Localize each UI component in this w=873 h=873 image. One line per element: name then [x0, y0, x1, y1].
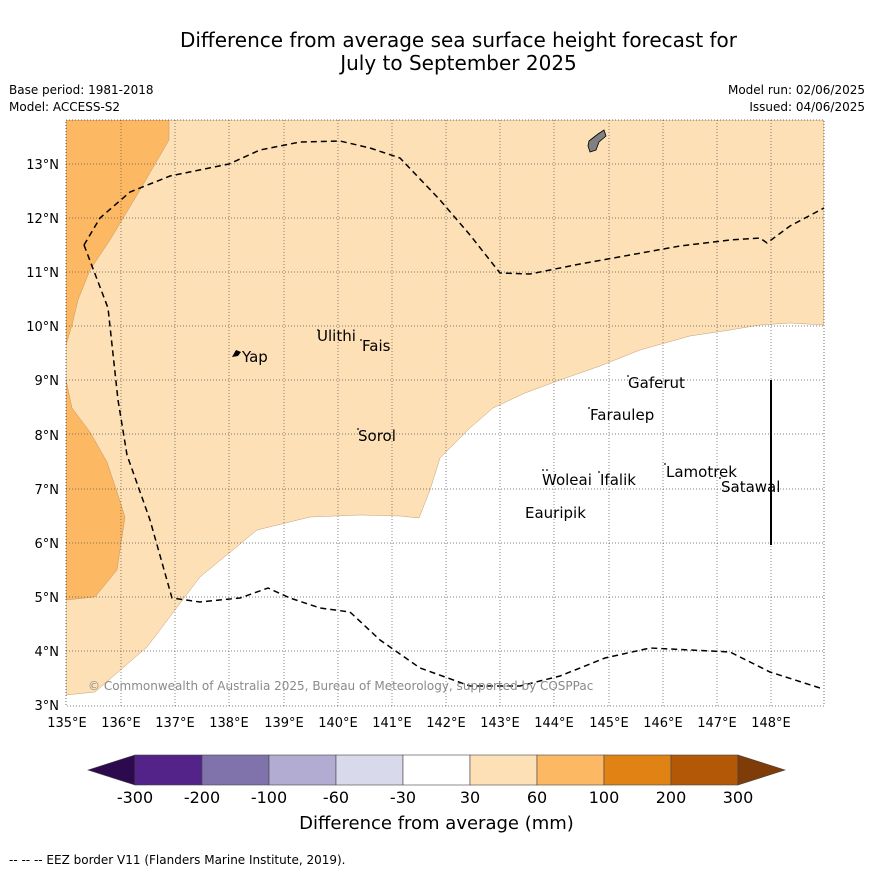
anomaly-region-60-100-north [66, 120, 170, 346]
place-label-faraulep: Faraulep [590, 406, 654, 424]
fais-dot [360, 339, 362, 341]
woleai-dot [542, 469, 544, 471]
colorbar [87, 754, 786, 786]
colorbar-tick-m30: -30 [390, 788, 416, 807]
issued-date: Issued: 04/06/2025 [749, 100, 865, 114]
guam-island-icon [587, 129, 607, 153]
lon-label-140e: 140°E [318, 716, 358, 731]
colorbar-tick-300: 300 [723, 788, 754, 807]
base-period: Base period: 1981-2018 [9, 83, 154, 97]
colorbar-cell-1 [134, 754, 203, 786]
lon-label-141e: 141°E [372, 716, 412, 731]
colorbar-cell-7 [536, 754, 605, 786]
colorbar-cell-4 [335, 754, 404, 786]
lat-label-6n: 6°N [35, 537, 60, 552]
colorbar-cell-5 [402, 754, 471, 786]
lat-label-8n: 8°N [35, 429, 60, 444]
model-run: Model run: 02/06/2025 [727, 83, 865, 97]
satawal-dot [719, 477, 721, 479]
place-label-woleai: Woleai [542, 471, 592, 489]
lon-label-135e: 135°E [47, 716, 87, 731]
eez-border-guam [83, 140, 824, 275]
lat-label-5n: 5°N [35, 591, 60, 606]
ulithi-dot [317, 329, 319, 331]
place-label-lamotrek: Lamotrek [666, 463, 737, 481]
map-area: Yap Ulithi Fais Gaferut Faraulep Sorol W… [66, 120, 824, 706]
anomaly-region-30-60 [66, 120, 824, 696]
lamotrek-dot [664, 463, 666, 465]
copyright-text: © Commonwealth of Australia 2025, Bureau… [88, 679, 593, 693]
colorbar-cell-9 [670, 754, 739, 786]
place-label-gaferut: Gaferut [628, 374, 685, 392]
colorbar-tick-m100: -100 [251, 788, 287, 807]
lat-label-9n: 9°N [35, 374, 60, 389]
lon-label-137e: 137°E [155, 716, 195, 731]
lon-label-145e: 145°E [589, 716, 629, 731]
lon-label-139e: 139°E [264, 716, 304, 731]
yap-island-icon [232, 350, 241, 357]
lon-label-136e: 136°E [101, 716, 141, 731]
lon-label-138e: 138°E [209, 716, 249, 731]
colorbar-tick-m60: -60 [323, 788, 349, 807]
lat-label-13n: 13°N [26, 158, 59, 173]
colorbar-tick-60: 60 [527, 788, 547, 807]
woleai-dot-2 [546, 469, 548, 471]
colorbar-high-extend [737, 754, 786, 786]
lon-label-147e: 147°E [697, 716, 737, 731]
eez-borders [83, 140, 824, 689]
gaferut-dot [627, 375, 629, 377]
colorbar-tick-m200: -200 [184, 788, 220, 807]
colorbar-cell-2 [201, 754, 270, 786]
faraulep-dot [588, 407, 590, 409]
place-label-eauripik: Eauripik [525, 504, 586, 522]
colorbar-low-extend [87, 754, 136, 786]
colorbar-tick-200: 200 [656, 788, 687, 807]
colorbar-cell-3 [268, 754, 337, 786]
lon-label-142e: 142°E [426, 716, 466, 731]
lat-label-10n: 10°N [26, 320, 59, 335]
model-name: Model: ACCESS-S2 [9, 100, 121, 114]
lat-label-3n: 3°N [35, 699, 60, 714]
lon-label-148e: 148°E [751, 716, 791, 731]
lat-label-7n: 7°N [35, 483, 60, 498]
grid-lines [66, 120, 824, 706]
place-label-ulithi: Ulithi [317, 327, 356, 345]
map-title-line2: July to September 2025 [340, 51, 577, 75]
lat-label-12n: 12°N [26, 212, 59, 227]
place-label-ifalik: Ifalik [600, 471, 636, 489]
colorbar-label: Difference from average (mm) [299, 813, 574, 834]
lon-label-143e: 143°E [480, 716, 520, 731]
lat-label-11n: 11°N [26, 266, 59, 281]
colorbar-tick-30: 30 [460, 788, 480, 807]
island-dots [317, 329, 721, 479]
place-label-yap: Yap [241, 348, 268, 366]
map-title-line1: Difference from average sea surface heig… [179, 28, 738, 52]
lat-label-4n: 4°N [35, 645, 60, 660]
place-label-fais: Fais [362, 337, 391, 355]
colorbar-cell-6 [469, 754, 538, 786]
lon-label-144e: 144°E [534, 716, 574, 731]
place-label-satawal: Satawal [721, 478, 780, 496]
eez-footnote: -- -- -- EEZ border V11 (Flanders Marine… [9, 853, 346, 867]
place-label-sorol: Sorol [358, 427, 396, 445]
colorbar-tick-100: 100 [589, 788, 620, 807]
map-border [65, 119, 825, 707]
eez-border-palau-fsm [83, 244, 821, 689]
ifalik-dot [598, 471, 600, 473]
colorbar-cell-8 [603, 754, 672, 786]
sorol-dot [357, 428, 359, 430]
colorbar-tick-m300: -300 [117, 788, 153, 807]
lon-label-146e: 146°E [643, 716, 683, 731]
